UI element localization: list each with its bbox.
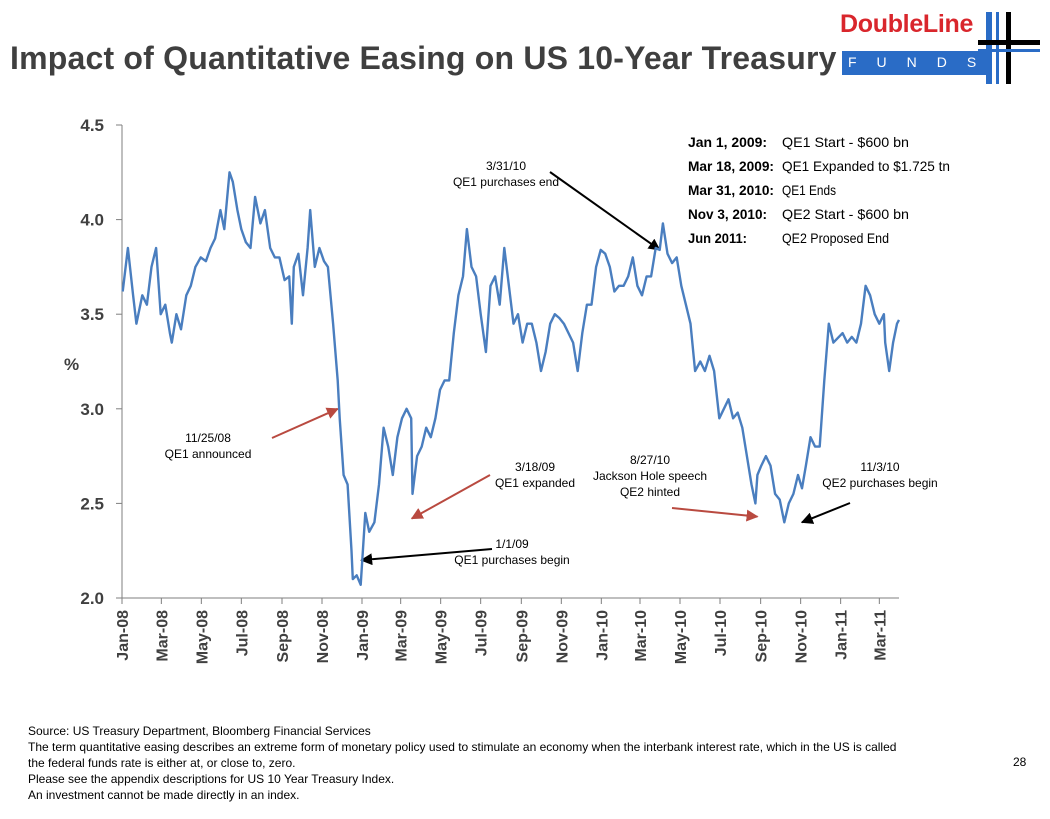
chart-annotations: 11/25/08 QE1 announced 1/1/09 QE1 purchases… <box>165 159 938 567</box>
timeline-date: Jan 1, 2009: <box>688 134 767 150</box>
y-tick-label: 2.0 <box>80 589 104 608</box>
annotation-arrow <box>410 474 491 520</box>
annotation: 11/25/08 QE1 announced <box>165 407 339 461</box>
timeline-event: QE2 Proposed End <box>782 230 889 246</box>
footer-line: Please see the appendix descriptions for… <box>28 772 395 786</box>
x-tick-label: Nov-08 <box>315 610 332 663</box>
x-tick-label: Mar-09 <box>394 610 411 662</box>
x-tick-label: Jan-11 <box>834 610 851 660</box>
footer-line: An investment cannot be made directly in… <box>28 788 300 802</box>
x-tick-label: Sep-10 <box>754 610 771 663</box>
annotation-text: 3/18/09 <box>515 460 555 474</box>
y-tick-label: 4.0 <box>80 211 104 230</box>
doubleline-logo: DoubleLine FUNDS <box>830 8 1045 84</box>
annotation: 3/18/09 QE1 expanded <box>410 460 575 520</box>
annotation-text: 8/27/10 <box>630 453 670 467</box>
y-axis-label: % <box>64 355 79 374</box>
footer-line: The term quantitative easing describes a… <box>28 740 897 754</box>
x-tick-label: May-09 <box>434 610 451 664</box>
timeline-date: Mar 18, 2009: <box>688 158 774 174</box>
annotation-text: 1/1/09 <box>495 537 529 551</box>
x-tick-label: Mar-11 <box>872 610 889 661</box>
x-tick-label: Jan-09 <box>355 610 372 661</box>
qe-timeline-box: Jan 1, 2009: QE1 Start - $600 bn Mar 18, 2… <box>688 134 950 246</box>
series-line-us-10yr <box>121 171 901 586</box>
x-tick-label: Jul-10 <box>713 610 730 656</box>
annotation: 3/31/10 QE1 purchases end <box>453 159 661 251</box>
y-tick-label: 2.5 <box>80 494 104 513</box>
annotation-text: Jackson Hole speech <box>593 469 707 483</box>
annotation: 11/3/10 QE2 purchases begin <box>800 460 938 524</box>
annotation-arrow <box>671 507 759 522</box>
annotation-text: QE1 expanded <box>495 476 575 490</box>
page-number: 28 <box>1013 755 1027 769</box>
annotation-arrow <box>549 171 661 251</box>
x-tick-label: Mar-08 <box>154 610 171 662</box>
annotation-text: 11/25/08 <box>185 431 231 445</box>
timeline-date: Mar 31, 2010: <box>688 182 774 198</box>
x-tick-label: May-08 <box>194 610 211 664</box>
timeline-event: QE1 Ends <box>782 182 836 198</box>
annotation-text: QE1 announced <box>165 447 252 461</box>
annotation-text: 3/31/10 <box>486 159 526 173</box>
annotation-arrow <box>800 502 851 524</box>
annotation-arrow <box>271 407 339 439</box>
x-tick-label: Jan-08 <box>115 610 132 661</box>
x-tick-label: Sep-09 <box>514 610 531 663</box>
y-tick-label: 3.5 <box>80 305 104 324</box>
x-tick-label: Jul-09 <box>474 610 491 656</box>
annotation: 1/1/09 QE1 purchases begin <box>360 537 570 567</box>
logo-wordmark: DoubleLine <box>840 10 974 38</box>
annotation-text: QE1 purchases begin <box>454 553 569 567</box>
annotation-text: 11/3/10 <box>860 460 899 474</box>
chart-axes: 2.0 2.5 3.0 3.5 4.0 4.5% Jan-08 Mar-08 May-08 Jul… <box>64 116 899 664</box>
timeline-event: QE1 Start - $600 bn <box>782 134 909 150</box>
timeline-event: QE1 Expanded to $1.725 tn <box>782 158 950 174</box>
annotation-arrow <box>360 548 493 566</box>
x-tick-label: Jul-08 <box>234 610 251 656</box>
y-tick-label: 4.5 <box>80 116 104 135</box>
x-tick-label: Sep-08 <box>275 610 292 663</box>
page-title: Impact of Quantitative Easing on US 10-Y… <box>10 40 837 76</box>
annotation-text: QE2 purchases begin <box>822 476 937 490</box>
treasury-yield-chart: 2.0 2.5 3.0 3.5 4.0 4.5% Jan-08 Mar-08 May-08 Jul… <box>64 116 950 664</box>
timeline-date: Nov 3, 2010: <box>688 206 767 222</box>
x-tick-label: Nov-09 <box>554 610 571 663</box>
timeline-event: QE2 Start - $600 bn <box>782 206 909 222</box>
x-tick-label: Nov-10 <box>794 610 811 663</box>
x-tick-label: Jan-10 <box>594 610 611 661</box>
x-tick-label: Mar-10 <box>633 610 650 662</box>
logo-bar <box>842 51 990 75</box>
y-tick-label: 3.0 <box>80 400 104 419</box>
footer-line: Source: US Treasury Department, Bloomber… <box>28 724 371 738</box>
x-tick-label: May-10 <box>673 610 690 664</box>
timeline-date: Jun 2011: <box>688 230 747 246</box>
annotation: 8/27/10 Jackson Hole speech QE2 hinted <box>593 453 759 522</box>
footer-notes: Source: US Treasury Department, Bloomber… <box>28 723 1008 803</box>
annotation-text: QE2 hinted <box>620 485 680 499</box>
logo-subtitle: FUNDS <box>848 54 997 70</box>
annotation-text: QE1 purchases end <box>453 175 559 189</box>
footer-line: the federal funds rate is either at, or … <box>28 756 296 770</box>
logo-grid-icon <box>978 12 1040 84</box>
